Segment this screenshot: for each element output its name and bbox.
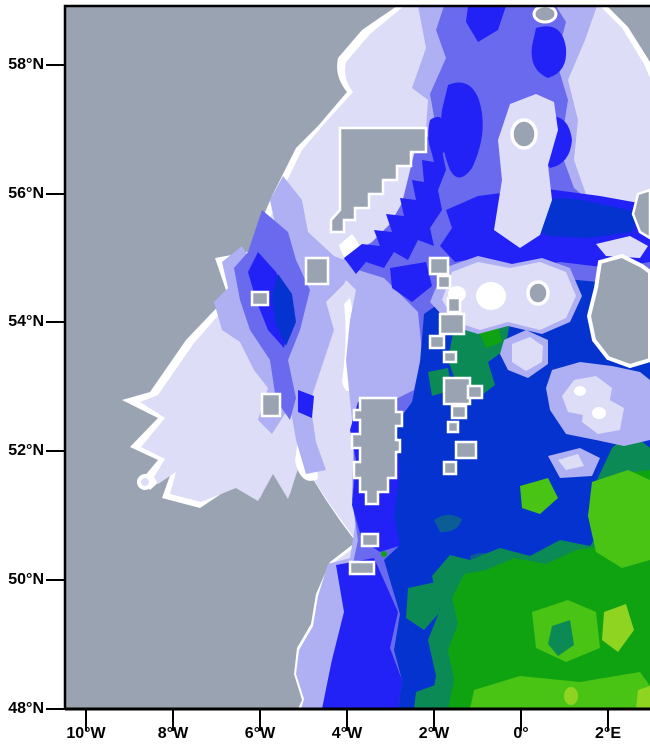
lat-label-56n: 56°N <box>8 185 44 202</box>
lat-label-48n: 48°N <box>8 700 44 717</box>
land-mask-cells <box>250 6 650 576</box>
contour-level-yellow-green <box>564 604 650 709</box>
lat-label-58n: 58°N <box>8 56 44 73</box>
axis-ticks <box>46 64 609 731</box>
contour-level-bright-green <box>470 470 650 709</box>
map-frame <box>63 4 650 711</box>
data-hole-north <box>532 6 558 24</box>
lon-label-8w: 8°W <box>157 725 189 742</box>
contour-field <box>65 6 650 709</box>
lat-label-50n: 50°N <box>8 571 44 588</box>
lon-label-2e: 2°E <box>595 725 621 742</box>
lon-label-2w: 2°W <box>418 725 450 742</box>
data-hole-mid-north <box>510 118 538 150</box>
data-hole-north-sea <box>586 253 650 369</box>
lat-label-52n: 52°N <box>8 442 44 459</box>
lon-label-0: 0° <box>513 725 529 742</box>
low-value-pockets <box>430 94 650 478</box>
lon-label-4w: 4°W <box>331 725 363 742</box>
lon-label-10w: 10°W <box>66 725 106 742</box>
data-hole-right-edge <box>631 188 650 240</box>
landmask-scotland <box>329 126 428 234</box>
landmask-wales <box>350 396 404 506</box>
lat-label-54n: 54°N <box>8 313 44 330</box>
data-hole-center <box>526 280 550 306</box>
lon-label-6w: 6°W <box>244 725 276 742</box>
gray-corner-ne <box>607 6 650 62</box>
